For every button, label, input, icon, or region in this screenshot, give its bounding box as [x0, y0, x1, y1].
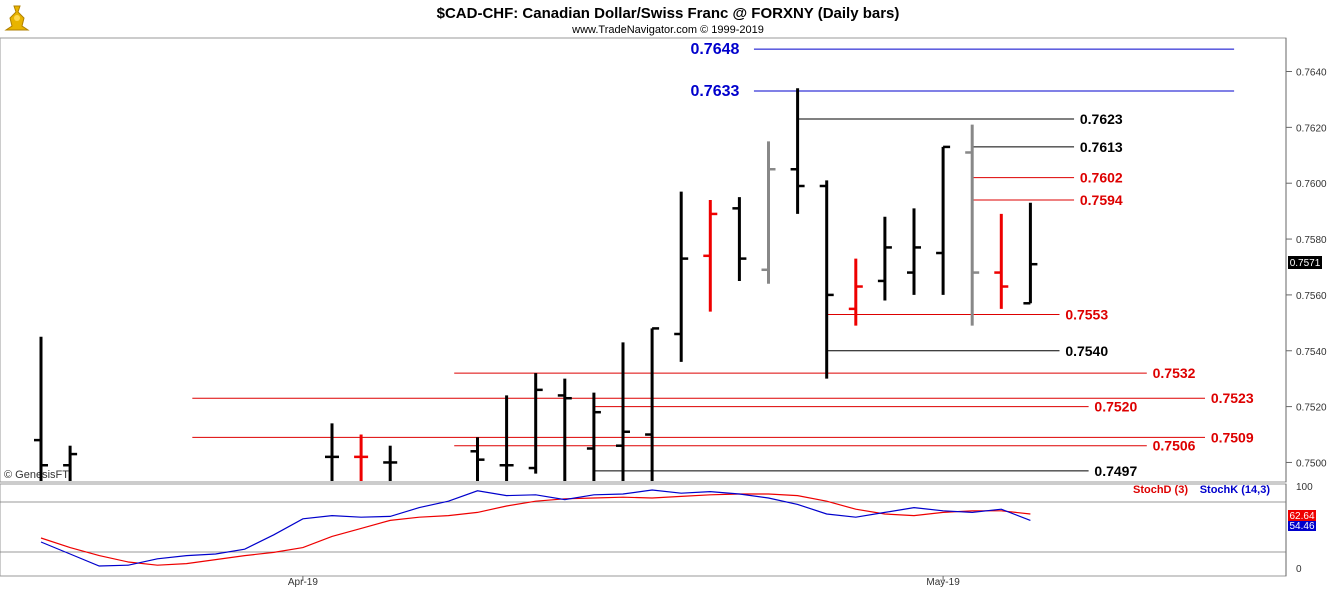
ohlc-bar	[965, 124, 980, 326]
watermark: © GenesisFT	[4, 469, 69, 481]
level-label-0.7520: 0.7520	[1094, 399, 1137, 415]
level-label-0.7623: 0.7623	[1080, 111, 1123, 127]
price-tick-label: 0.7600	[1296, 179, 1327, 190]
ohlc-bar	[848, 258, 863, 326]
legend-stochd: StochD (3)	[1133, 484, 1188, 496]
stochk-value-box	[1288, 520, 1316, 531]
ohlc-bar	[63, 445, 78, 481]
level-label-0.7506: 0.7506	[1153, 438, 1196, 454]
price-panel-frame	[0, 37, 1287, 483]
stochastic-tick-0: 0	[1296, 564, 1302, 575]
stochastic-tick-100: 100	[1296, 482, 1313, 493]
ohlc-bar	[470, 437, 485, 481]
ohlc-bar	[790, 88, 805, 214]
ohlc-bar	[528, 373, 543, 474]
level-label-0.7553: 0.7553	[1065, 306, 1108, 322]
price-bars	[34, 88, 1038, 481]
level-label-0.7602: 0.7602	[1080, 170, 1123, 186]
ohlc-bar	[354, 434, 369, 481]
stochd-value-box	[1288, 510, 1316, 521]
level-label-0.7613: 0.7613	[1080, 139, 1123, 155]
price-tick-label: 0.7500	[1296, 458, 1327, 469]
ohlc-bar	[499, 395, 514, 481]
chart-subtitle: www.TradeNavigator.com © 1999-2019	[571, 24, 764, 36]
price-tick-label: 0.7580	[1296, 235, 1327, 246]
level-label-0.7509: 0.7509	[1211, 429, 1254, 445]
current-price-box	[1288, 256, 1322, 269]
x-tick-label: Apr-19	[288, 577, 318, 588]
ohlc-bar	[383, 445, 398, 481]
stochastic-plot	[0, 489, 1286, 567]
x-tick-label: May-19	[926, 577, 960, 588]
current-price-label: 0.7571	[1290, 258, 1321, 269]
ohlc-bar	[936, 145, 951, 295]
ohlc-bar	[819, 180, 834, 379]
level-label-0.7540: 0.7540	[1065, 343, 1108, 359]
price-tick-label: 0.7520	[1296, 403, 1327, 414]
current-price-marker: 0.7571	[1288, 256, 1322, 269]
ohlc-bar	[325, 423, 339, 481]
level-label-0.7497: 0.7497	[1094, 463, 1137, 479]
level-label-0.7648: 0.7648	[690, 41, 739, 58]
x-axis: Apr-19 May-19	[288, 576, 960, 588]
ohlc-bar	[586, 392, 601, 481]
level-label-0.7523: 0.7523	[1211, 390, 1254, 406]
level-label-0.7594: 0.7594	[1080, 192, 1123, 208]
stochd-value: 62.64	[1289, 511, 1314, 522]
stochk-line	[40, 489, 1031, 567]
ohlc-bar	[877, 216, 892, 301]
price-tick-label: 0.7620	[1296, 123, 1327, 134]
level-label-0.7633: 0.7633	[690, 83, 739, 100]
ohlc-bar	[616, 342, 630, 481]
ohlc-bar	[732, 197, 747, 281]
chart-title: $CAD-CHF: Canadian Dollar/Swiss Franc @ …	[437, 5, 900, 22]
legend-stochk: StochK (14,3)	[1200, 484, 1271, 496]
stochastic-current-values: 54.46 62.64	[1288, 510, 1316, 532]
ohlc-bar	[557, 378, 572, 481]
ohlc-bar	[674, 191, 689, 362]
stochd-line	[40, 493, 1031, 566]
ohlc-bar	[645, 327, 660, 481]
price-tick-label: 0.7640	[1296, 68, 1327, 79]
ohlc-bar	[1023, 202, 1038, 305]
price-levels: 0.7648 0.7633 0.7623 0.7613 0.7602 0.7594 0.75…	[192, 41, 1254, 479]
level-label-0.7532: 0.7532	[1153, 365, 1196, 381]
ohlc-bar	[994, 213, 1009, 309]
ohlc-bar	[907, 208, 921, 295]
price-y-axis: 0.7500 0.7520 0.7540 0.7560 0.7580 0.7600 0.76…	[1286, 68, 1327, 469]
ohlc-bar	[34, 336, 48, 481]
trade-navigator-logo-icon	[4, 5, 30, 31]
stochk-value: 54.46	[1289, 521, 1314, 532]
ohlc-bar	[761, 141, 776, 284]
price-tick-label: 0.7560	[1296, 291, 1327, 302]
price-tick-label: 0.7540	[1296, 347, 1327, 358]
ohlc-bar	[703, 199, 718, 312]
